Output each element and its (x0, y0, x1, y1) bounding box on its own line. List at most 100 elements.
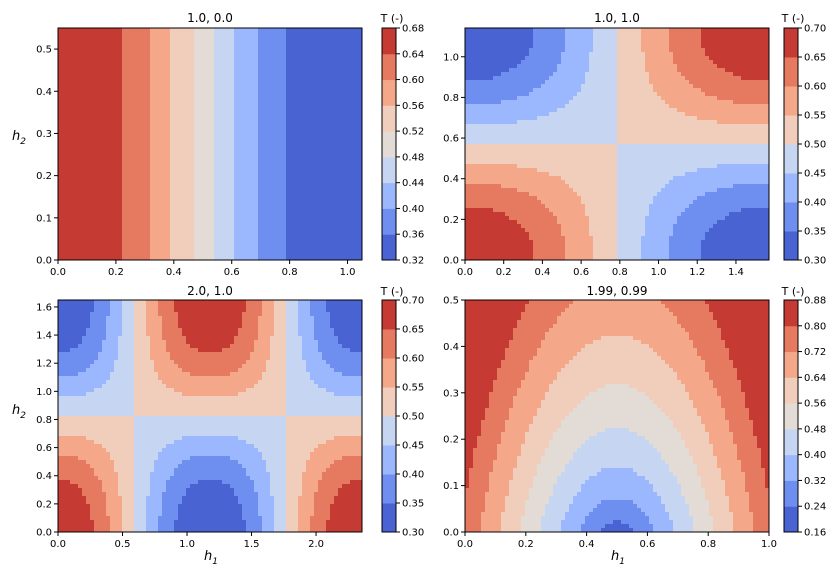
contour-cell (338, 120, 343, 125)
contour-cell (266, 140, 271, 145)
contour-cell (130, 152, 135, 157)
contour-cell (246, 224, 251, 229)
contour-cell (154, 164, 159, 169)
contour-cell (286, 104, 291, 109)
contour-cell (146, 124, 151, 129)
contour-cell (282, 188, 287, 193)
contour-cell (202, 80, 207, 85)
contour-cell (90, 72, 95, 77)
contour-cell (130, 140, 135, 145)
contour-cell (354, 248, 359, 253)
contour-cell (354, 132, 359, 137)
contour-cell (298, 160, 303, 165)
contour-cell (78, 68, 83, 73)
contour-cell (338, 184, 343, 189)
contour-cell (238, 224, 243, 229)
contour-cell (274, 192, 279, 197)
contour-cell (114, 176, 119, 181)
contour-cell (146, 200, 151, 205)
contour-cell (166, 188, 171, 193)
contour-cell (174, 136, 179, 141)
contour-cell (302, 232, 307, 237)
contour-cell (70, 168, 75, 173)
contour-cell (250, 44, 255, 49)
contour-cell (310, 212, 315, 217)
panel-2-colorbar-title: T (-) (781, 12, 805, 25)
contour-cell (350, 160, 355, 165)
contour-cell (170, 212, 175, 217)
contour-cell (605, 52, 610, 57)
contour-cell (174, 160, 179, 165)
contour-cell (314, 96, 319, 101)
contour-cell (158, 152, 163, 157)
contour-cell (62, 88, 67, 93)
contour-cell (182, 136, 187, 141)
contour-cell (86, 200, 91, 205)
contour-cell (689, 32, 694, 37)
contour-cell (318, 176, 323, 181)
contour-cell (246, 244, 251, 249)
contour-cell (146, 144, 151, 149)
contour-cell (58, 212, 63, 217)
contour-cell (342, 32, 347, 37)
contour-cell (154, 60, 159, 65)
contour-cell (146, 196, 151, 201)
contour-cell (162, 124, 167, 129)
contour-cell (90, 140, 95, 145)
contour-cell (258, 76, 263, 81)
contour-cell (334, 148, 339, 153)
contour-cell (210, 88, 215, 93)
contour-cell (222, 132, 227, 137)
contour-cell (198, 80, 203, 85)
contour-cell (218, 188, 223, 193)
contour-cell (150, 92, 155, 97)
contour-cell (194, 112, 199, 117)
contour-cell (262, 52, 267, 57)
contour-cell (102, 180, 107, 185)
contour-cell (290, 80, 295, 85)
contour-cell (194, 132, 199, 137)
contour-cell (334, 60, 339, 65)
contour-cell (302, 36, 307, 41)
contour-cell (174, 200, 179, 205)
contour-cell (218, 68, 223, 73)
contour-cell (338, 224, 343, 229)
contour-cell (266, 184, 271, 189)
contour-cell (274, 92, 279, 97)
contour-cell (258, 84, 263, 89)
contour-cell (190, 84, 195, 89)
contour-cell (98, 36, 103, 41)
contour-cell (150, 132, 155, 137)
contour-cell (330, 36, 335, 41)
contour-cell (94, 236, 99, 241)
contour-cell (214, 156, 219, 161)
contour-cell (242, 48, 247, 53)
contour-cell (306, 256, 311, 261)
contour-cell (709, 28, 714, 33)
contour-cell (110, 144, 115, 149)
contour-cell (342, 64, 347, 69)
contour-cell (142, 120, 147, 125)
contour-cell (166, 232, 171, 237)
contour-cell (246, 76, 251, 81)
contour-cell (174, 68, 179, 73)
contour-cell (310, 136, 315, 141)
contour-cell (254, 168, 259, 173)
contour-cell (170, 76, 175, 81)
contour-cell (86, 32, 91, 37)
contour-cell (214, 76, 219, 81)
contour-cell (234, 244, 239, 249)
contour-cell (102, 148, 107, 153)
contour-cell (274, 240, 279, 245)
contour-cell (154, 80, 159, 85)
contour-cell (78, 124, 83, 129)
contour-cell (126, 164, 131, 169)
contour-cell (158, 200, 163, 205)
contour-cell (74, 124, 79, 129)
contour-cell (130, 76, 135, 81)
contour-cell (693, 36, 698, 41)
contour-cell (206, 224, 211, 229)
contour-cell (294, 192, 299, 197)
contour-cell (90, 232, 95, 237)
contour-cell (210, 48, 215, 53)
